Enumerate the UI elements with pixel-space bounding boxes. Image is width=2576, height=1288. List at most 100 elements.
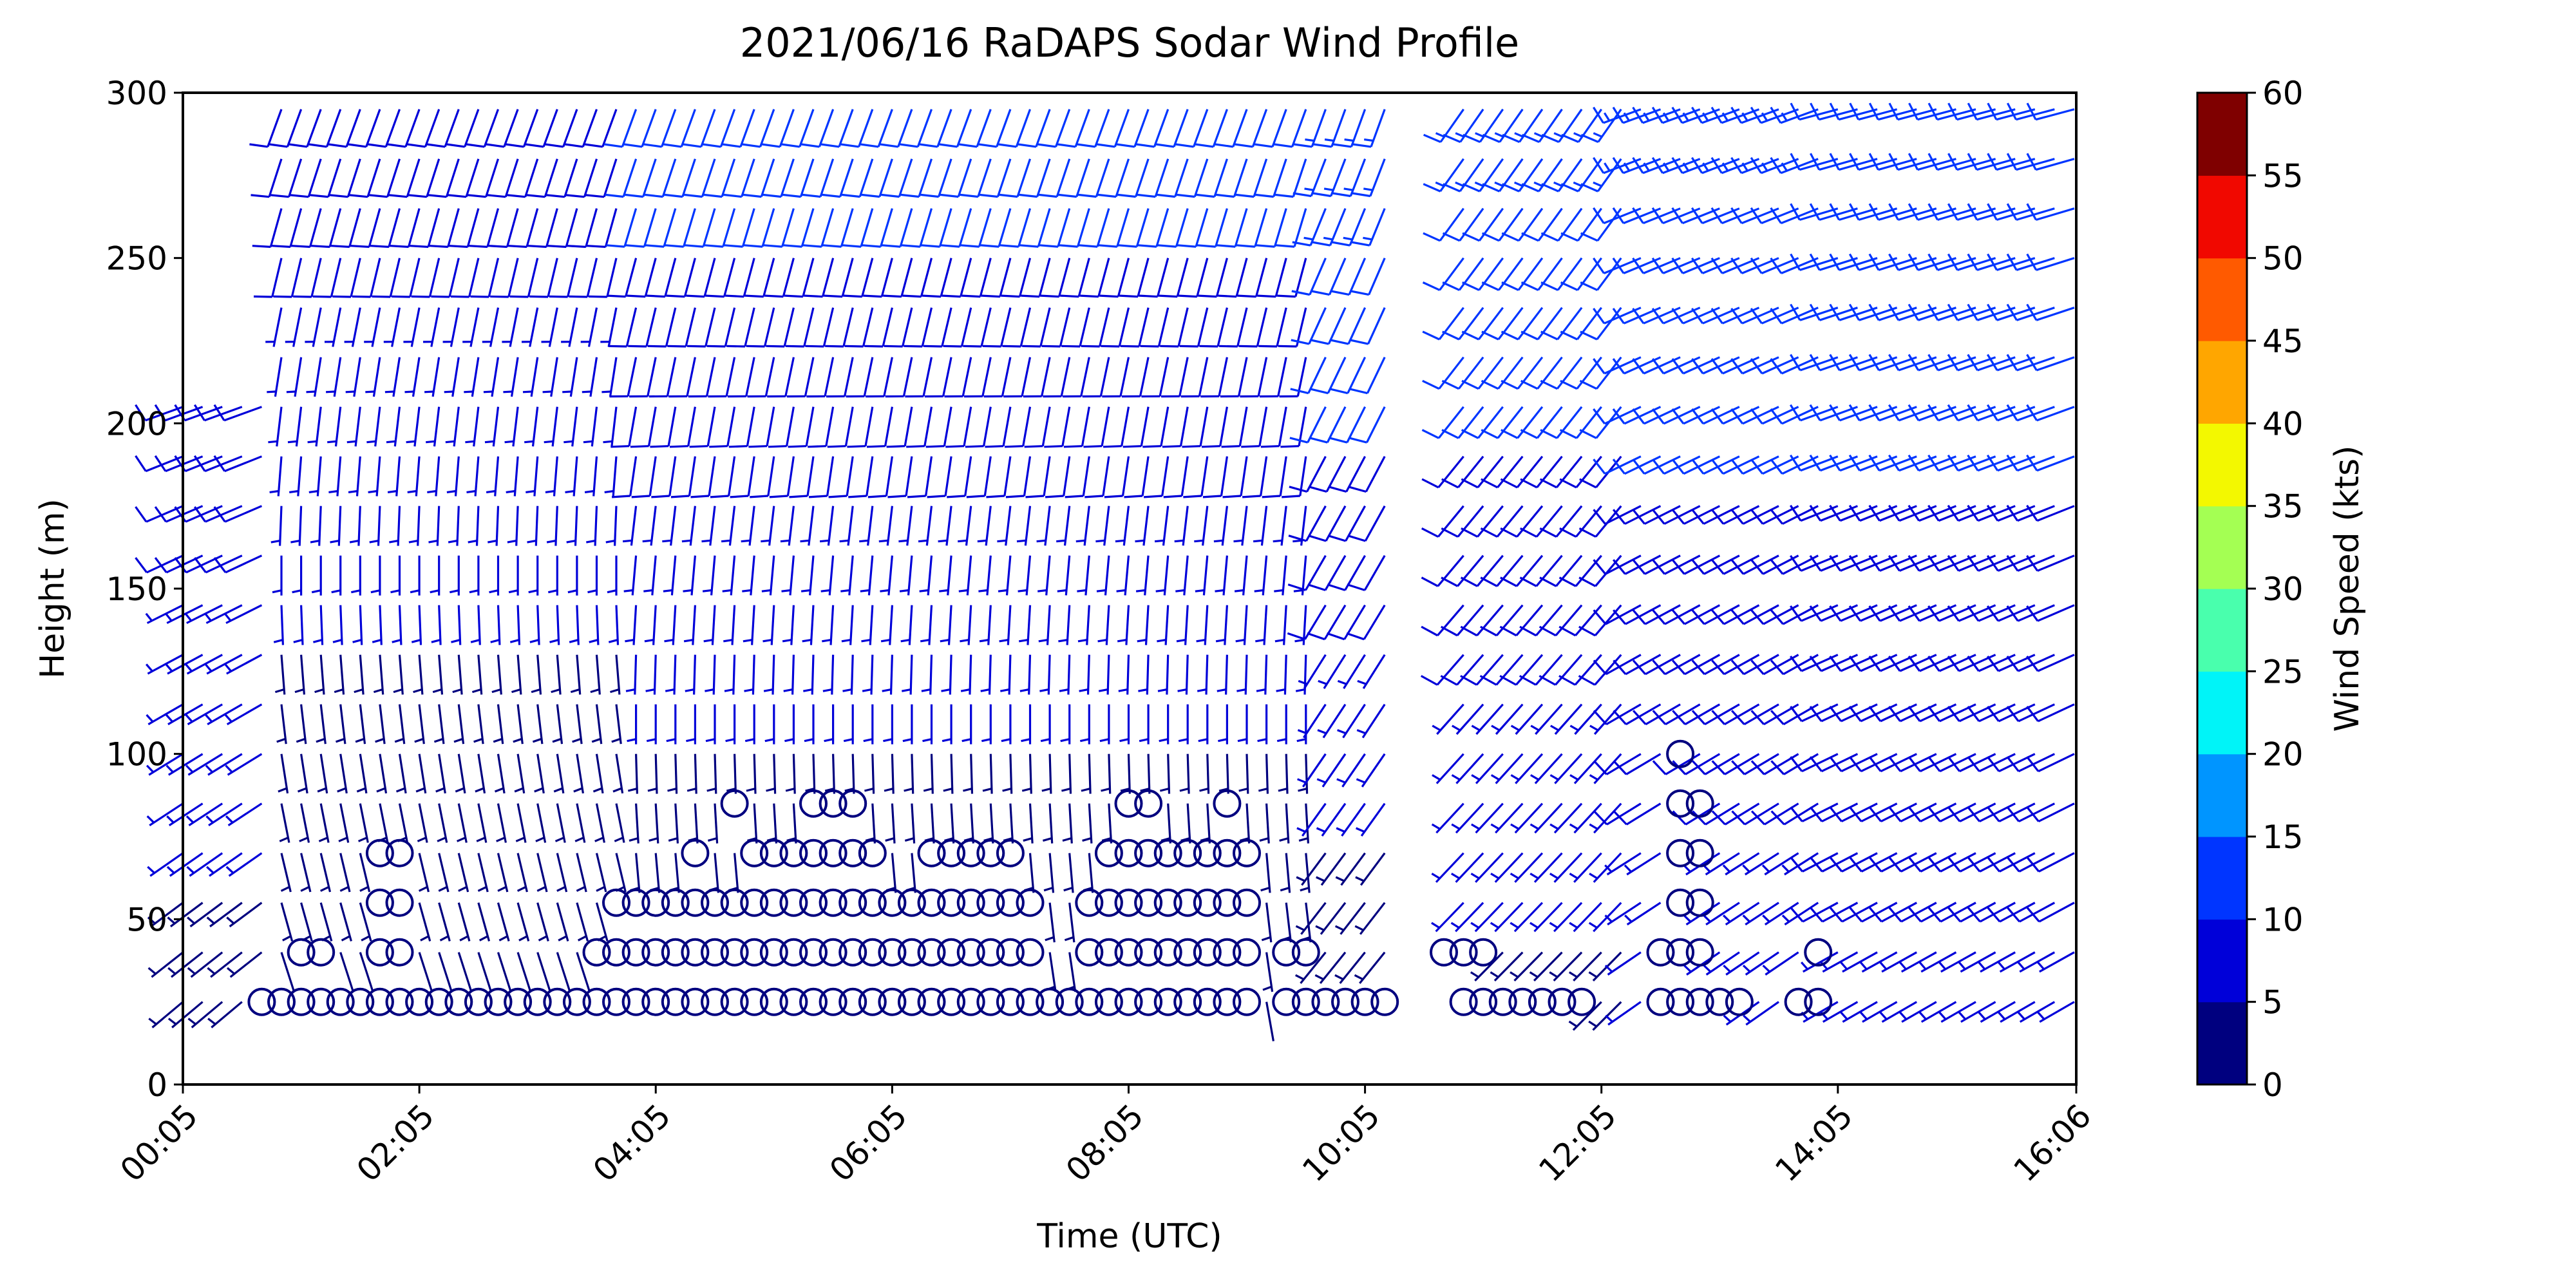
calm-marker [1134, 838, 1163, 867]
wind-barb [647, 753, 658, 794]
wind-barb [1421, 604, 1464, 637]
wind-barb [1308, 505, 1347, 542]
wind-barb [1967, 753, 2016, 773]
wind-barb [703, 158, 736, 198]
wind-barb [344, 307, 361, 347]
wind-barb [224, 654, 263, 675]
wind-barb [1215, 555, 1228, 596]
wind-barb [1255, 158, 1287, 198]
wind-barb [1520, 356, 1563, 390]
wind-barb [2006, 604, 2055, 622]
wind-barb [1039, 208, 1071, 248]
wind-barb [1273, 109, 1307, 148]
wind-barb [1462, 257, 1504, 291]
wind-barb [687, 307, 716, 348]
wind-barb [1135, 109, 1170, 148]
wind-barb [1316, 852, 1347, 886]
wind-barb [1257, 704, 1268, 744]
wind-barb [2026, 253, 2075, 271]
calm-marker [878, 888, 907, 917]
wind-barb [942, 258, 972, 298]
colorbar-tick-label: 40 [2262, 405, 2304, 442]
wind-barb [1420, 654, 1464, 686]
wind-barb [456, 803, 468, 843]
wind-barb [1927, 902, 1976, 923]
wind-barb [1331, 208, 1367, 247]
wind-barb [1730, 455, 1779, 475]
wind-barb [1441, 406, 1484, 439]
wind-barb [306, 357, 322, 397]
calm-marker [602, 938, 630, 967]
wind-barb [329, 158, 361, 198]
wind-barb [293, 258, 322, 298]
wind-barb [490, 605, 501, 645]
wind-barb [1140, 307, 1170, 348]
wind-barb [1580, 257, 1622, 291]
wind-barb [1296, 802, 1327, 837]
wind-barb [608, 307, 638, 348]
wind-barb [225, 802, 263, 827]
wind-barb [1879, 1001, 1917, 1023]
wind-barb [1042, 803, 1054, 844]
wind-barb [1560, 158, 1603, 193]
wind-barb [644, 158, 677, 198]
wind-barb [808, 456, 835, 498]
chart-title: 2021/06/16 RaDAPS Sodar Wind Profile [740, 19, 1519, 66]
wind-barb [1743, 1001, 1779, 1026]
wind-barb [1947, 102, 1996, 121]
wind-barb [1750, 106, 1799, 124]
wind-barb [1354, 951, 1386, 984]
wind-barb [542, 357, 558, 397]
wind-barb [2026, 703, 2075, 723]
wind-barb [334, 654, 345, 695]
wind-barb [649, 357, 677, 398]
wind-barb [2006, 102, 2055, 121]
wind-barb [725, 258, 755, 298]
calm-marker [1173, 888, 1202, 917]
wind-barb [938, 506, 952, 546]
y-tick-label: 300 [106, 75, 167, 112]
wind-barb [431, 258, 460, 298]
wind-barb [846, 357, 874, 398]
wind-barb [1947, 852, 1996, 873]
wind-barb [417, 803, 428, 843]
calm-marker [858, 987, 887, 1016]
calm-marker [1528, 987, 1557, 1016]
wind-barb [1561, 108, 1603, 143]
wind-barb [1119, 258, 1150, 298]
wind-barb [1101, 307, 1130, 348]
wind-barb [709, 406, 736, 448]
wind-barb [1277, 258, 1307, 298]
wind-barb [279, 803, 290, 843]
wind-barb [213, 455, 262, 473]
wind-barb [1530, 703, 1563, 735]
wind-barb [1442, 257, 1484, 291]
wind-barb [1480, 505, 1524, 538]
wind-barb [1218, 258, 1248, 298]
wind-barb [1730, 406, 1779, 425]
wind-barb [572, 704, 583, 744]
wind-barb [335, 704, 346, 744]
wind-barb [586, 506, 598, 546]
wind-barb [272, 208, 303, 248]
wind-barb [437, 803, 448, 843]
wind-barb [766, 307, 795, 348]
wind-barb [547, 555, 558, 596]
calm-marker [1114, 838, 1143, 867]
wind-barb [904, 753, 914, 794]
calm-marker [976, 838, 1005, 867]
wind-barb [1501, 207, 1544, 242]
wind-barb [2006, 703, 2055, 723]
wind-barb [630, 853, 641, 893]
wind-barb [1442, 307, 1484, 341]
wind-barb [724, 654, 736, 695]
wind-barb [375, 704, 386, 744]
wind-barb [1692, 802, 1740, 826]
calm-marker [1666, 987, 1695, 1016]
wind-barb [1038, 605, 1051, 645]
wind-barb [285, 307, 303, 347]
wind-barb [727, 357, 755, 398]
wind-barb [1135, 506, 1150, 546]
wind-barb [683, 555, 696, 596]
wind-barb [1443, 158, 1484, 193]
